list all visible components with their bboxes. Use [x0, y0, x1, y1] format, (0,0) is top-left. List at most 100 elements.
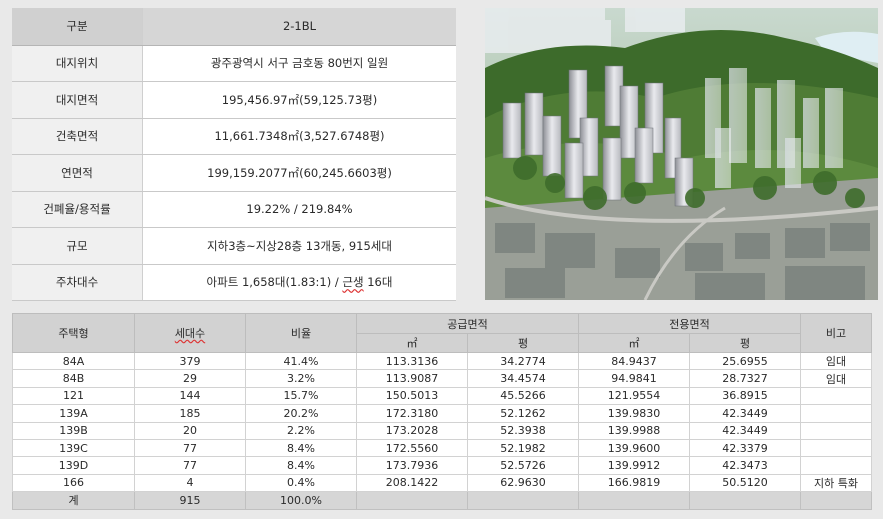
info-header-row: 구분 2-1BL: [12, 8, 456, 46]
cell-ratio: 100.0%: [245, 491, 357, 510]
cell-exclusive-sqm: 139.9830: [578, 404, 691, 423]
cell-note: 지하 특화: [800, 473, 873, 493]
subheader-exclusive-pyeong: 평: [689, 333, 802, 353]
table-row: 139D 77 8.4% 173.7936 52.5726 139.9912 4…: [12, 456, 873, 475]
cell-supply-pyeong: 52.3938: [466, 421, 580, 440]
cell-households: 4: [134, 473, 246, 493]
cell-exclusive-pyeong: 42.3449: [689, 404, 802, 423]
parking-emph: 근생: [342, 275, 364, 290]
cell-note: 임대: [800, 369, 873, 388]
cell-supply-sqm: 150.5013: [356, 386, 468, 406]
info-value-cell: 11,661.7348㎡(3,527.6748평): [142, 118, 456, 155]
total-row: 계 915 100.0%: [12, 491, 873, 510]
households-header-label: 세대수: [174, 327, 206, 340]
cell-exclusive-sqm: 139.9912: [578, 456, 691, 475]
subheader-exclusive-sqm: ㎡: [578, 333, 691, 353]
parking-suffix: 16대: [363, 275, 393, 290]
cell-note: [800, 386, 873, 406]
info-key-cell: 구분: [12, 8, 143, 46]
info-row-coverage-ratio: 건폐율/용적률 19.22% / 219.84%: [12, 191, 456, 228]
cell-households: 185: [134, 404, 246, 423]
col-header-exclusive-area: 전용면적: [578, 313, 802, 334]
cell-households: 77: [134, 438, 246, 458]
info-row-gross-floor-area: 연면적 199,159.2077㎡(60,245.6603평): [12, 154, 456, 192]
info-key-cell: 대지면적: [12, 81, 143, 119]
cell-exclusive-pyeong: 42.3449: [689, 421, 802, 440]
cell-supply-pyeong: 52.5726: [466, 456, 580, 475]
cell-type: 84B: [12, 369, 135, 388]
col-header-note: 비고: [800, 313, 873, 353]
info-key-cell: 주차대수: [12, 264, 143, 301]
cell-type: 139C: [12, 438, 135, 458]
cell-supply-sqm: 172.5560: [356, 438, 468, 458]
cell-supply-pyeong: [466, 491, 580, 510]
cell-type: 139A: [12, 404, 135, 423]
cell-exclusive-sqm: 166.9819: [578, 473, 691, 493]
table-row: 84B 29 3.2% 113.9087 34.4574 94.9841 28.…: [12, 369, 873, 388]
cell-type: 84A: [12, 351, 135, 371]
col-header-supply-area: 공급면적: [355, 313, 580, 334]
col-header-type: 주택형: [12, 313, 135, 353]
cell-households: 379: [134, 351, 246, 371]
cell-ratio: 2.2%: [245, 421, 357, 440]
info-key-cell: 대지위치: [12, 45, 143, 82]
cell-note: [800, 438, 873, 458]
subheader-supply-pyeong: 평: [466, 333, 580, 353]
cell-supply-pyeong: 52.1262: [466, 404, 580, 423]
col-header-households: 세대수: [134, 313, 246, 353]
cell-supply-pyeong: 52.1982: [466, 438, 580, 458]
cell-type: 139B: [12, 421, 135, 440]
cell-note: [800, 456, 873, 475]
info-value-cell: 아파트 1,658대(1.83:1) / 근생 16대: [142, 264, 456, 301]
cell-note: [800, 491, 873, 510]
cell-note: [800, 404, 873, 423]
table-row: 166 4 0.4% 208.1422 62.9630 166.9819 50.…: [12, 473, 873, 493]
info-value-cell: 195,456.97㎡(59,125.73평): [142, 81, 456, 119]
cell-ratio: 41.4%: [245, 351, 357, 371]
cell-exclusive-sqm: 84.9437: [578, 351, 691, 371]
table-row: 139C 77 8.4% 172.5560 52.1982 139.9600 4…: [12, 438, 873, 458]
cell-type: 166: [12, 473, 135, 493]
info-value-cell: 19.22% / 219.84%: [142, 191, 456, 228]
cell-supply-sqm: 173.2028: [356, 421, 468, 440]
aerial-rendering-image: [485, 8, 878, 300]
unit-type-table: 주택형 세대수 비율 공급면적 전용면적 비고 ㎡ 평 ㎡ 평 84A 379 …: [12, 313, 873, 510]
cell-exclusive-pyeong: 25.6955: [689, 351, 802, 371]
cell-ratio: 0.4%: [245, 473, 357, 493]
cell-supply-sqm: 173.7936: [356, 456, 468, 475]
cell-supply-sqm: 172.3180: [356, 404, 468, 423]
cell-supply-sqm: 208.1422: [356, 473, 468, 493]
info-key-cell: 건축면적: [12, 118, 143, 155]
info-row-scale: 규모 지하3층~지상28층 13개동, 915세대: [12, 227, 456, 265]
info-value-cell: 2-1BL: [142, 8, 456, 46]
cell-households: 144: [134, 386, 246, 406]
cell-ratio: 15.7%: [245, 386, 357, 406]
table-row: 139B 20 2.2% 173.2028 52.3938 139.9988 4…: [12, 421, 873, 440]
cell-supply-pyeong: 45.5266: [466, 386, 580, 406]
cell-exclusive-pyeong: 28.7327: [689, 369, 802, 388]
cell-ratio: 8.4%: [245, 456, 357, 475]
cell-exclusive-sqm: [578, 491, 691, 510]
site-info-table: 구분 2-1BL 대지위치 광주광역시 서구 금호동 80번지 일원 대지면적 …: [12, 8, 456, 301]
cell-type: 계: [12, 491, 135, 510]
info-row-site-location: 대지위치 광주광역시 서구 금호동 80번지 일원: [12, 45, 456, 82]
info-value-cell: 지하3층~지상28층 13개동, 915세대: [142, 227, 456, 265]
cell-exclusive-pyeong: 42.3379: [689, 438, 802, 458]
cell-households: 20: [134, 421, 246, 440]
info-value-cell: 광주광역시 서구 금호동 80번지 일원: [142, 45, 456, 82]
cell-households: 29: [134, 369, 246, 388]
table-row: 84A 379 41.4% 113.3136 34.2774 84.9437 2…: [12, 351, 873, 371]
cell-supply-pyeong: 62.9630: [466, 473, 580, 493]
cell-exclusive-pyeong: 42.3473: [689, 456, 802, 475]
cell-ratio: 8.4%: [245, 438, 357, 458]
cell-exclusive-sqm: 94.9841: [578, 369, 691, 388]
info-row-building-area: 건축면적 11,661.7348㎡(3,527.6748평): [12, 118, 456, 155]
cell-exclusive-sqm: 139.9988: [578, 421, 691, 440]
table-row: 139A 185 20.2% 172.3180 52.1262 139.9830…: [12, 404, 873, 423]
cell-ratio: 20.2%: [245, 404, 357, 423]
cell-households: 915: [134, 491, 246, 510]
cell-type: 139D: [12, 456, 135, 475]
info-row-site-area: 대지면적 195,456.97㎡(59,125.73평): [12, 81, 456, 119]
unit-header-row: 주택형 세대수 비율 공급면적 전용면적 비고: [12, 313, 873, 353]
cell-exclusive-pyeong: [689, 491, 802, 510]
